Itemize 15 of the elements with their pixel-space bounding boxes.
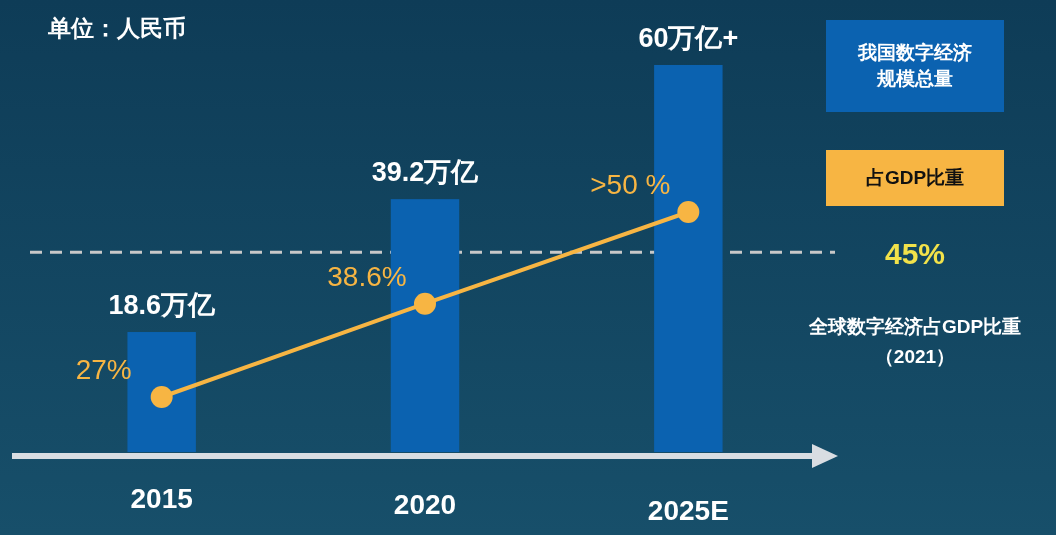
data-label: 38.6%: [327, 260, 407, 292]
legend-key: 我国数字经济规模总量: [826, 20, 1004, 112]
x-tick-label: 2015: [130, 483, 193, 514]
ref-line-label: 45%: [884, 237, 946, 271]
data-label: 60万亿+: [638, 23, 739, 53]
annotation: 全球数字经济占GDP比重: [807, 316, 1022, 337]
text: 单位：人民币: [47, 15, 186, 41]
x-tick-label: 2020: [393, 489, 457, 520]
data-label: 39.2万亿: [371, 157, 480, 188]
data-label: >50 %: [590, 169, 671, 200]
data-label: 18.6万亿: [108, 290, 216, 321]
text: （2021）: [874, 346, 956, 367]
data-label: 27%: [75, 354, 132, 385]
legend-key: 占GDP比重: [826, 150, 1004, 206]
x-tick-label: 2025E: [647, 495, 729, 526]
